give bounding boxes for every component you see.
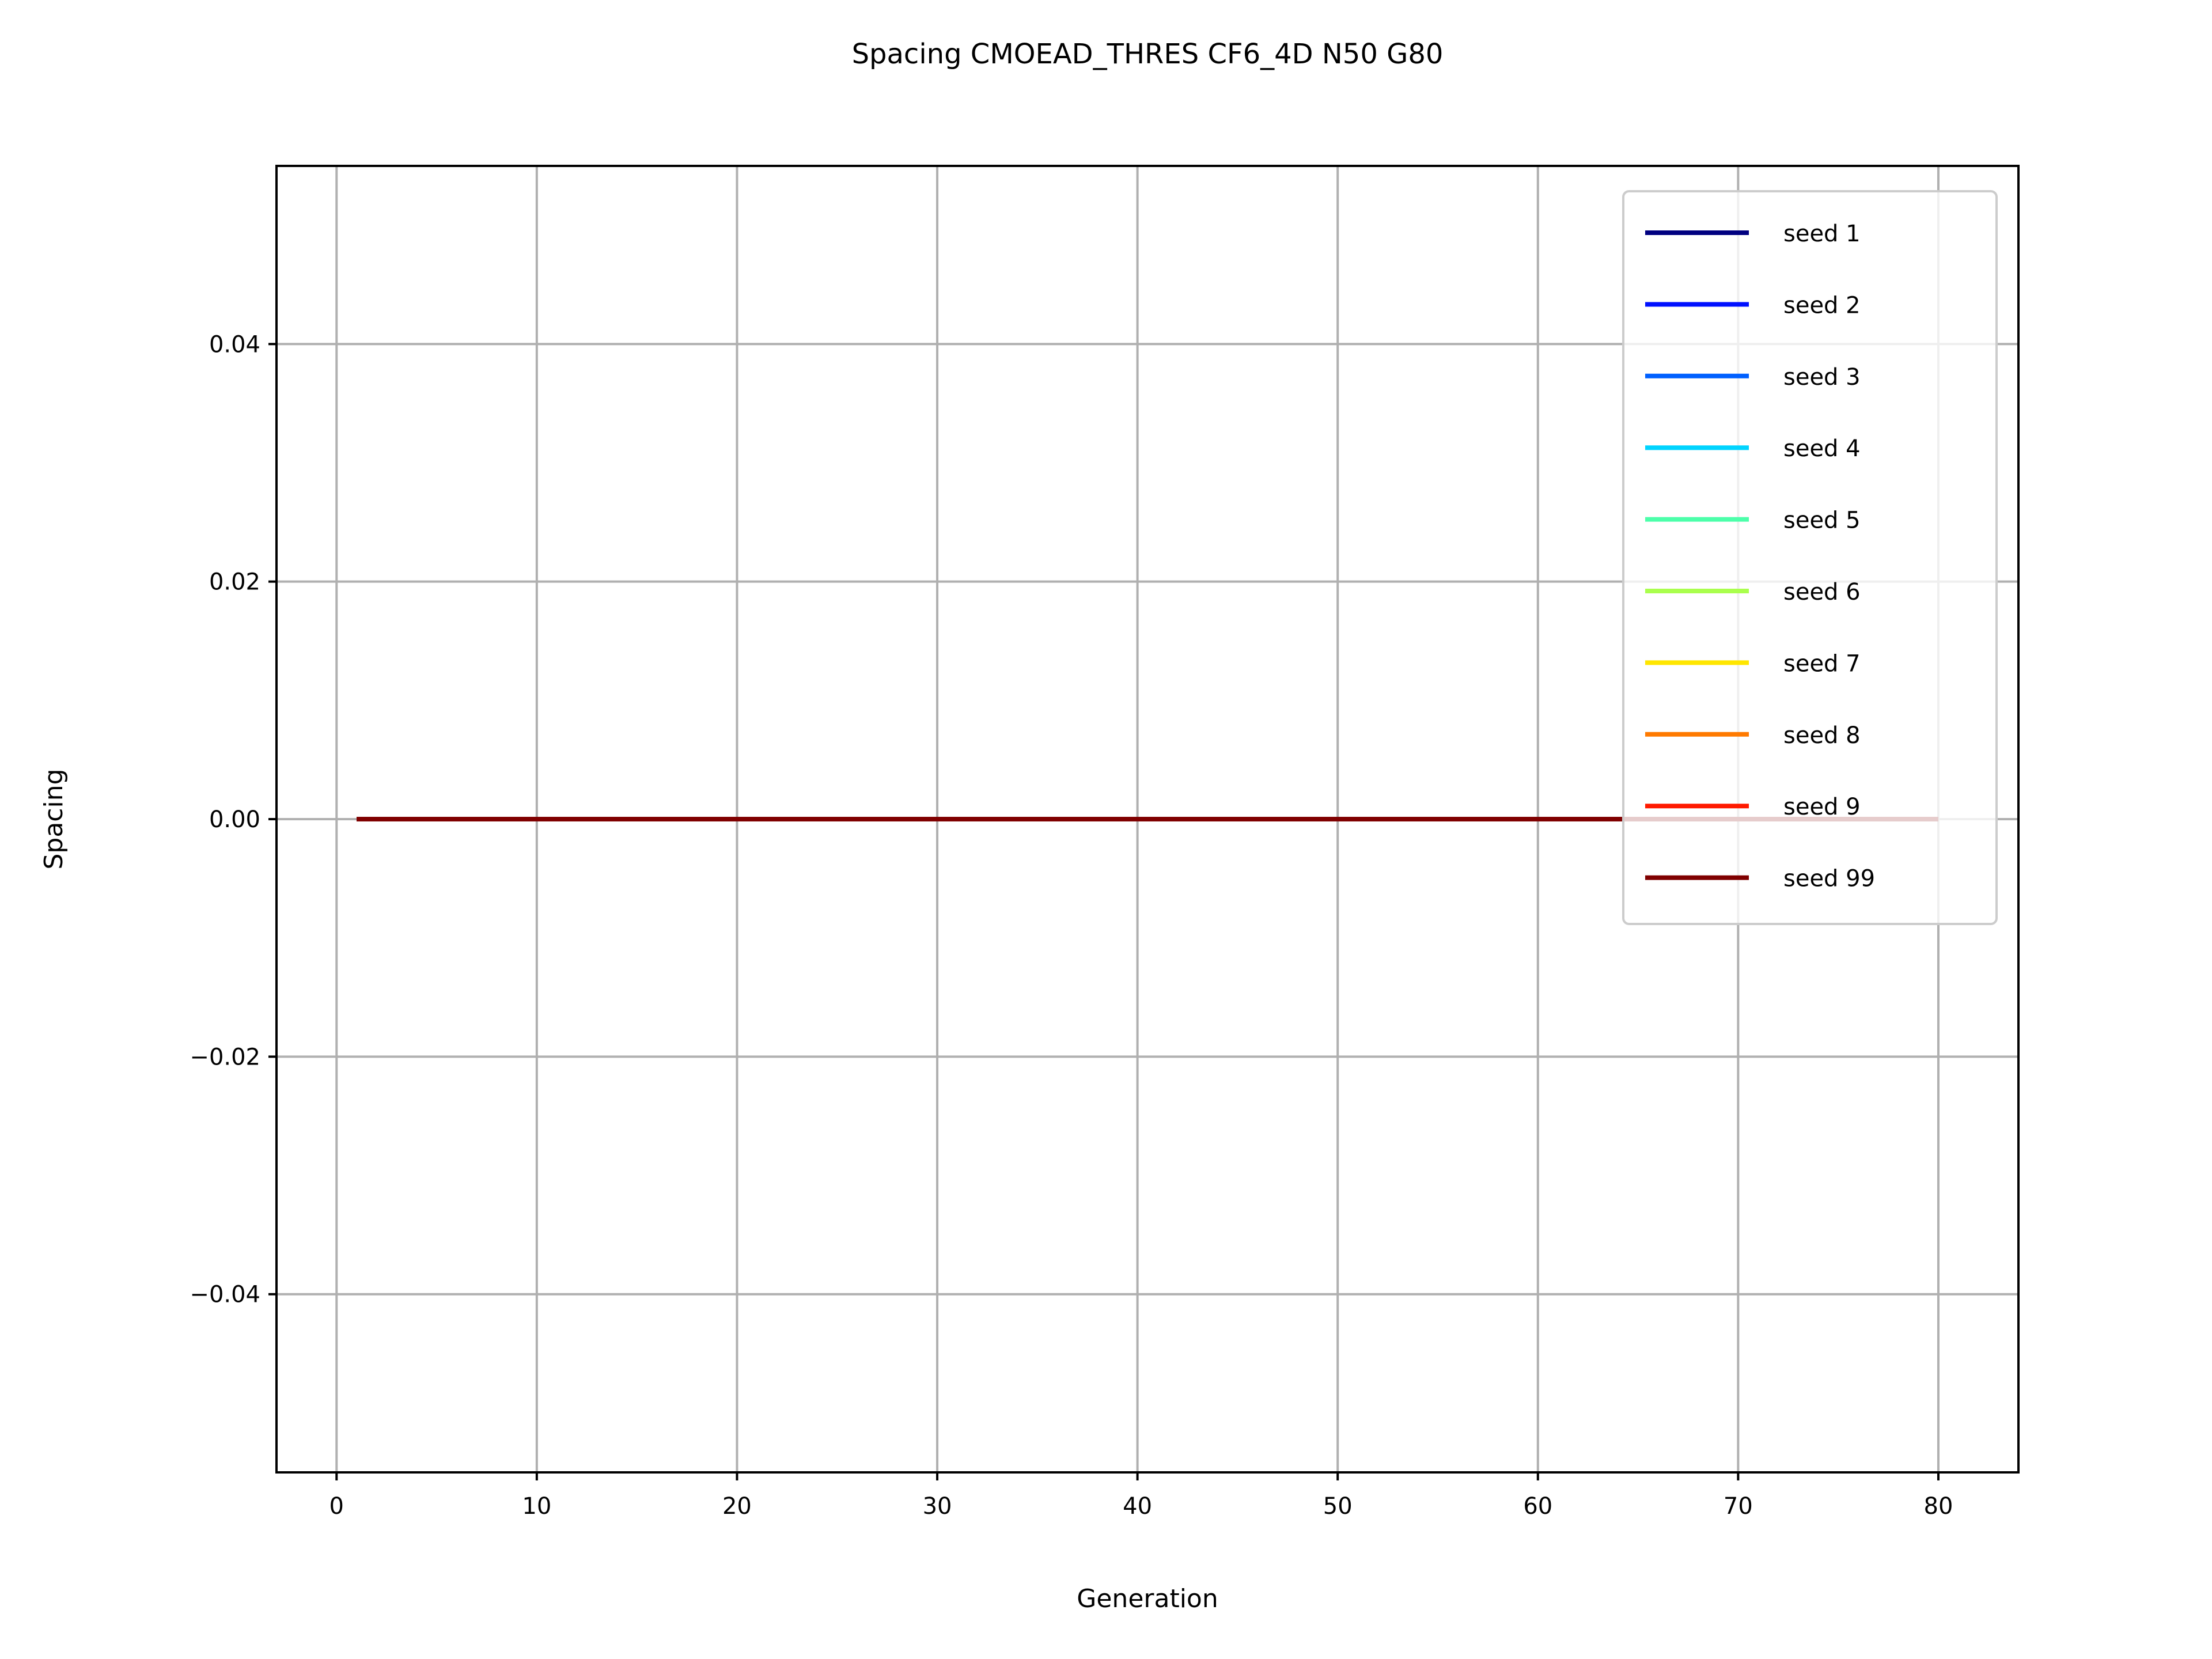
legend-label: seed 6 — [1783, 579, 1861, 605]
x-tick-label: 10 — [522, 1493, 551, 1520]
x-tick-label: 60 — [1523, 1493, 1552, 1520]
x-tick-label: 0 — [329, 1493, 344, 1520]
legend-label: seed 5 — [1783, 507, 1861, 534]
legend-label: seed 99 — [1783, 866, 1875, 892]
y-tick-label: 0.00 — [209, 806, 260, 833]
x-axis-label: Generation — [1077, 1584, 1218, 1613]
x-tick-label: 20 — [722, 1493, 752, 1520]
y-tick-label: −0.02 — [190, 1044, 260, 1070]
legend-label: seed 1 — [1783, 221, 1861, 247]
x-axis-ticks: 0 10 20 30 40 50 60 70 80 — [329, 1472, 1953, 1520]
legend-label: seed 8 — [1783, 722, 1861, 749]
y-axis-label: Spacing — [39, 768, 69, 869]
x-tick-label: 40 — [1123, 1493, 1152, 1520]
legend-label: seed 3 — [1783, 364, 1861, 391]
y-tick-label: −0.04 — [190, 1282, 260, 1308]
legend-label: seed 7 — [1783, 650, 1861, 677]
y-tick-label: 0.02 — [209, 569, 260, 596]
x-tick-label: 30 — [923, 1493, 952, 1520]
y-tick-label: 0.04 — [209, 331, 260, 358]
legend-label: seed 4 — [1783, 435, 1861, 462]
x-tick-label: 80 — [1924, 1493, 1953, 1520]
x-tick-label: 50 — [1323, 1493, 1353, 1520]
legend-label: seed 9 — [1783, 794, 1861, 820]
chart-title: Spacing CMOEAD_THRES CF6_4D N50 G80 — [852, 38, 1444, 70]
legend-label: seed 2 — [1783, 292, 1861, 319]
y-axis-ticks: −0.04 −0.02 0.00 0.02 0.04 — [190, 331, 276, 1308]
x-tick-label: 70 — [1724, 1493, 1753, 1520]
legend: seed 1 seed 2 seed 3 seed 4 seed 5 seed 6 seed… — [1622, 190, 1998, 925]
